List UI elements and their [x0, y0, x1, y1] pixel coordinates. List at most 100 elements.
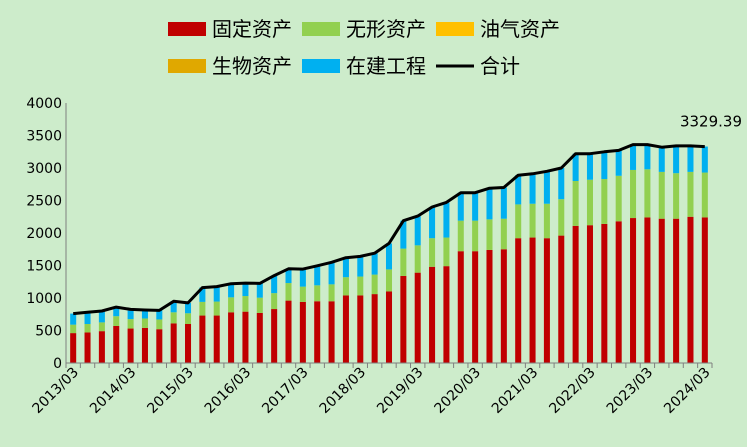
bar-segment: [213, 286, 220, 302]
bar-segment: [342, 277, 349, 296]
bar-segment: [285, 300, 292, 363]
bar-segment: [357, 276, 364, 296]
annotation: 3329.39: [680, 113, 742, 131]
bar-segment: [199, 301, 206, 316]
bar-segment: [586, 225, 593, 363]
bar-segment: [529, 173, 536, 204]
bar-segment: [170, 301, 177, 313]
bar-segment: [141, 327, 148, 363]
x-tick-label: 2017/03: [259, 365, 311, 417]
bar-segment: [572, 181, 579, 226]
bar-segment: [400, 248, 407, 276]
bar-segment: [687, 145, 694, 172]
bar-segment: [572, 225, 579, 363]
y-tick-label: 3000: [26, 161, 62, 177]
bar-segment: [285, 283, 292, 301]
bar-segment: [70, 313, 77, 325]
bar-segment: [543, 171, 550, 204]
y-tick-label: 4000: [26, 96, 62, 112]
bar-segment: [500, 187, 507, 219]
bar-segment: [385, 243, 393, 270]
bar-segment: [156, 319, 163, 330]
bar-segment: [271, 275, 278, 294]
bar-segment: [228, 312, 235, 363]
bar-segment: [141, 318, 148, 328]
legend-swatch: [436, 22, 474, 36]
bar-segment: [586, 179, 593, 226]
bar-segment: [687, 216, 694, 363]
bar-segment: [529, 203, 536, 238]
bar-segment: [500, 249, 507, 363]
bar-segment: [84, 324, 91, 333]
bar-segment: [673, 218, 680, 363]
bar-segment: [342, 257, 349, 278]
bar-segment: [414, 272, 421, 363]
bar-segment: [98, 331, 105, 363]
y-tick-label: 1500: [26, 259, 62, 275]
bar-segment: [630, 169, 637, 219]
bar-segment: [601, 151, 608, 180]
bar-segment: [644, 169, 651, 218]
legend-label: 合计: [480, 54, 520, 78]
bar-segment: [673, 145, 680, 174]
bar-segment: [357, 256, 364, 277]
bar-segment: [429, 207, 436, 239]
bar-segment: [199, 287, 206, 302]
bar-segment: [127, 310, 134, 320]
bar-segment: [472, 220, 479, 252]
bar-segment: [385, 291, 393, 363]
bar-segment: [156, 310, 163, 320]
total-line-group: [73, 143, 705, 316]
x-tick-label: 2018/03: [317, 365, 369, 417]
bar-segment: [113, 307, 120, 317]
bar-segment: [586, 153, 593, 180]
bar-segment: [414, 245, 421, 273]
bar-segment: [615, 175, 622, 222]
y-tick-label: 2500: [26, 194, 62, 210]
bar-segment: [486, 249, 493, 363]
bar-segment: [271, 293, 278, 310]
bar-segment: [601, 179, 608, 224]
bar-segment: [242, 296, 249, 312]
bar-segment: [486, 188, 493, 220]
bar-segment: [558, 235, 565, 363]
bar-segment: [429, 238, 436, 267]
bar-segment: [285, 268, 292, 284]
bar-segment: [371, 294, 378, 363]
bar-segment: [701, 146, 708, 173]
legend-swatch: [168, 22, 206, 36]
x-tick-label: 2024/03: [661, 365, 713, 417]
x-tick-label: 2014/03: [87, 365, 139, 417]
bar-segment: [443, 266, 450, 363]
bar-segment: [601, 223, 608, 363]
x-tick-label: 2021/03: [489, 365, 541, 417]
legend-label: 固定资产: [212, 17, 292, 41]
bar-segment: [457, 192, 464, 221]
bar-segment: [328, 262, 335, 285]
y-tick-label: 3500: [26, 129, 62, 145]
bar-segment: [84, 332, 91, 363]
bar-segment: [314, 301, 321, 363]
bar-segment: [299, 269, 306, 287]
x-axis: 2013/03 2014/03 2015/03 2016/03 2017/03 2018/…: [30, 362, 714, 417]
legend-label: 在建工程: [346, 54, 426, 78]
bar-segment: [701, 217, 708, 363]
bar-segment: [113, 316, 120, 326]
legend-swatch: [302, 22, 340, 36]
bar-segment: [213, 315, 220, 363]
legend-label: 油气资产: [480, 17, 560, 41]
bar-segment: [228, 297, 235, 313]
bars: [70, 144, 708, 363]
bar-segment: [185, 313, 192, 324]
x-tick-label: 2022/03: [546, 365, 598, 417]
bar-segment: [500, 218, 507, 250]
bar-segment: [486, 219, 493, 250]
bar-segment: [630, 218, 637, 363]
x-tick-label: 2015/03: [144, 365, 196, 417]
bar-segment: [543, 238, 550, 363]
bar-segment: [371, 253, 378, 275]
x-tick-label: 2020/03: [432, 365, 484, 417]
bar-segment: [357, 295, 364, 363]
bar-segment: [558, 199, 565, 236]
bar-segment: [515, 238, 522, 363]
